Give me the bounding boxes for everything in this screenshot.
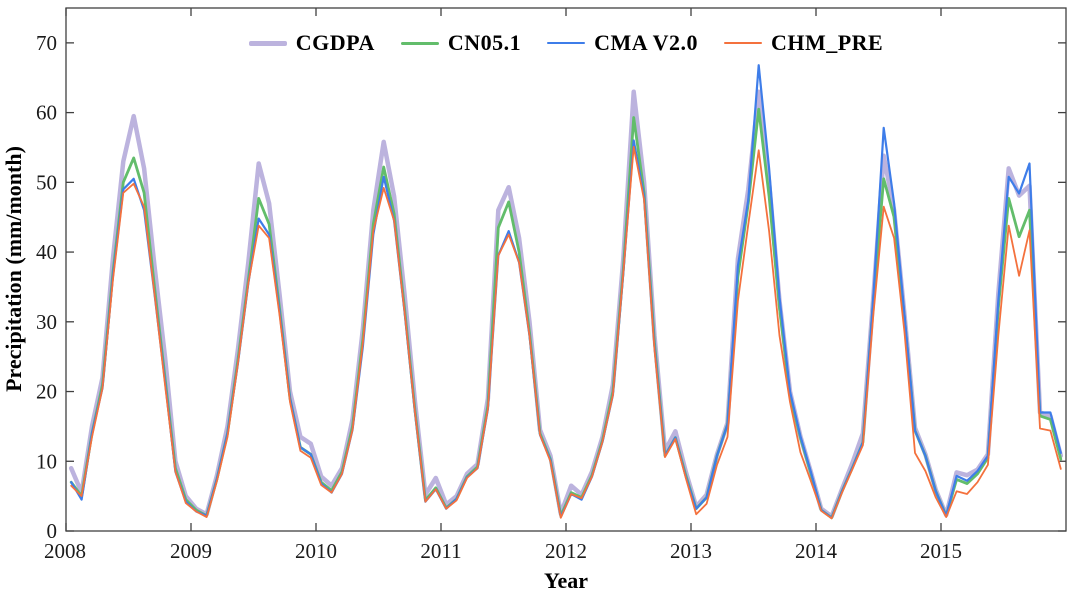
y-tick-label: 10 (36, 449, 57, 473)
series-line-cma-v2-0 (70, 64, 1062, 519)
y-tick-label: 20 (36, 380, 57, 404)
x-tick-label: 2013 (670, 539, 712, 563)
y-tick-label: 30 (36, 310, 57, 334)
y-tick-label: 0 (47, 519, 58, 543)
series-line-cgdpa (68, 89, 1064, 519)
x-axis-title: Year (544, 568, 588, 593)
x-tick-label: 2012 (545, 539, 587, 563)
x-tick-label: 2014 (795, 539, 838, 563)
y-tick-label: 50 (36, 170, 57, 194)
x-tick-label: 2008 (44, 539, 86, 563)
y-tick-label: 60 (36, 101, 57, 125)
y-axis-title: Precipitation (mm/month) (1, 146, 26, 392)
y-tick-label: 40 (36, 240, 57, 264)
x-tick-label: 2011 (420, 539, 461, 563)
x-tick-label: 2015 (920, 539, 962, 563)
series-line-chm-pre (70, 145, 1062, 520)
axes-box (65, 7, 1067, 532)
x-tick-label: 2009 (170, 539, 212, 563)
x-tick-label: 2010 (295, 539, 337, 563)
y-tick-label: 70 (36, 31, 57, 55)
